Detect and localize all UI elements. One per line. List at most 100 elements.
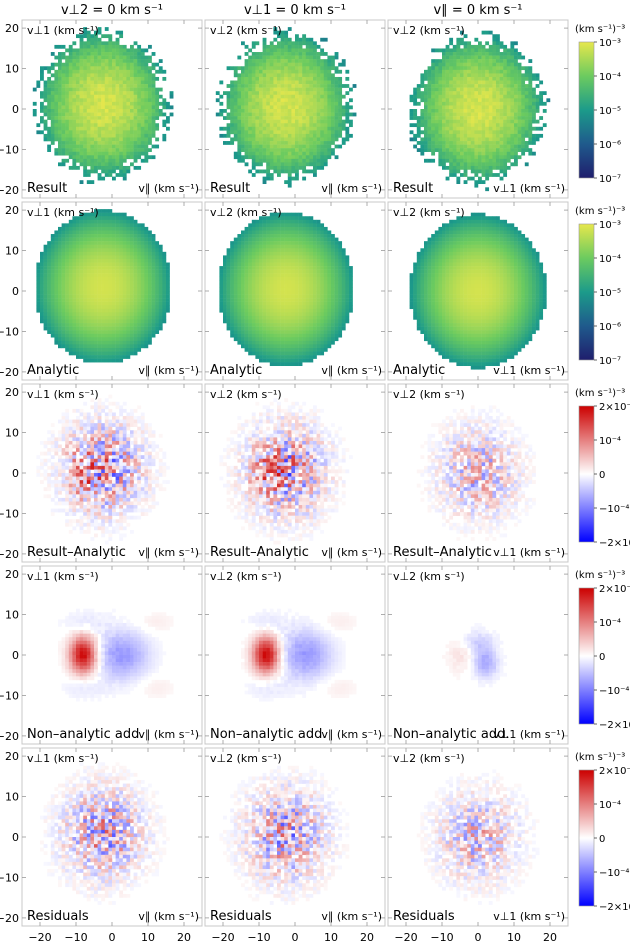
heatmap-cell — [488, 48, 493, 53]
heatmap-cell — [233, 248, 238, 253]
heatmap-cell — [83, 148, 88, 152]
heatmap-cell — [230, 137, 235, 142]
heatmap-cell — [302, 80, 307, 85]
heatmap-cell — [90, 59, 95, 63]
heatmap-cell — [76, 59, 80, 63]
heatmap-cell — [524, 84, 529, 88]
heatmap-cell — [499, 101, 504, 106]
heatmap-cell — [130, 266, 134, 270]
heatmap-cell — [86, 112, 91, 117]
heatmap-cell — [101, 105, 106, 110]
heatmap-cell — [122, 73, 127, 78]
heatmap-cell — [137, 69, 142, 74]
heatmap-cell — [320, 91, 325, 96]
heatmap-cell — [122, 219, 127, 224]
heatmap-cell — [162, 269, 167, 274]
heatmap-cell — [65, 84, 70, 88]
heatmap-cell — [248, 55, 253, 60]
heatmap-cell — [86, 80, 91, 85]
heatmap-cell — [316, 101, 321, 106]
heatmap-cell — [94, 308, 98, 313]
heatmap-cell — [517, 123, 522, 128]
heatmap-cell — [313, 84, 317, 88]
heatmap-cell — [463, 180, 468, 185]
heatmap-cell — [277, 76, 281, 81]
heatmap-cell — [158, 298, 163, 302]
heatmap-cell — [334, 87, 339, 92]
heatmap-cell — [144, 326, 149, 331]
heatmap-cell — [47, 312, 52, 317]
heatmap-cell — [144, 251, 149, 256]
heatmap-cell — [295, 41, 299, 46]
heatmap-cell — [485, 176, 490, 181]
heatmap-cell — [488, 130, 493, 135]
heatmap-cell — [481, 162, 486, 167]
heatmap-cell — [424, 116, 428, 120]
heatmap-cell — [442, 98, 446, 103]
heatmap-cell — [510, 87, 515, 92]
heatmap-cell — [517, 133, 522, 138]
heatmap-cell — [424, 158, 428, 163]
heatmap-cell — [295, 48, 299, 53]
heatmap-cell — [144, 112, 149, 117]
heatmap-cell — [237, 269, 242, 274]
heatmap-cell — [79, 337, 84, 342]
heatmap-cell — [449, 73, 454, 78]
heatmap-cell — [90, 55, 95, 60]
heatmap-cell — [90, 319, 95, 324]
heatmap-cell — [162, 273, 167, 278]
heatmap-cell — [72, 144, 77, 149]
heatmap-cell — [449, 37, 454, 42]
heatmap-cell — [284, 155, 289, 160]
heatmap-cell — [86, 344, 91, 349]
heatmap-cell — [510, 52, 515, 56]
heatmap-cell — [151, 155, 156, 160]
heatmap-cell — [460, 59, 464, 63]
heatmap-cell — [463, 112, 468, 117]
heatmap-cell — [50, 112, 55, 117]
heatmap-cell — [442, 94, 446, 99]
heatmap-cell — [521, 130, 526, 135]
heatmap-cell — [112, 112, 116, 117]
heatmap-cell — [474, 98, 479, 103]
heatmap-cell — [413, 133, 418, 138]
heatmap-cell — [316, 144, 321, 149]
heatmap-cell — [251, 151, 256, 156]
heatmap-cell — [130, 283, 134, 288]
heatmap-cell — [126, 94, 131, 99]
heatmap-cell — [133, 237, 138, 242]
heatmap-cell — [126, 241, 131, 245]
heatmap-cell — [452, 165, 457, 170]
heatmap-cell — [331, 94, 335, 99]
heatmap-cell — [65, 87, 70, 92]
heatmap-cell — [108, 315, 113, 320]
heatmap-cell — [68, 244, 73, 249]
heatmap-cell — [133, 291, 138, 295]
heatmap-cell — [108, 337, 113, 342]
heatmap-cell — [79, 66, 84, 71]
heatmap-cell — [514, 98, 518, 103]
heatmap-cell — [68, 76, 73, 81]
heatmap-cell — [248, 59, 253, 63]
heatmap-cell — [266, 137, 271, 142]
heatmap-cell — [233, 151, 238, 156]
heatmap-cell — [162, 105, 167, 110]
heatmap-cell — [488, 44, 493, 49]
heatmap-cell — [492, 98, 497, 103]
heatmap-cell — [104, 169, 109, 174]
heatmap-cell — [101, 255, 106, 260]
heatmap-cell — [334, 69, 339, 74]
heatmap-cell — [126, 112, 131, 117]
heatmap-cell — [470, 91, 475, 96]
heatmap-cell — [248, 69, 253, 74]
heatmap-cell — [144, 315, 149, 320]
heatmap-cell — [68, 262, 73, 267]
heatmap-cell — [72, 315, 77, 320]
heatmap-cell — [79, 355, 84, 359]
heatmap-cell — [83, 219, 88, 224]
heatmap-cell — [413, 101, 418, 106]
heatmap-cell — [488, 84, 493, 88]
heatmap-cell — [90, 255, 95, 260]
heatmap-cell — [144, 298, 149, 302]
heatmap-cell — [298, 141, 303, 145]
